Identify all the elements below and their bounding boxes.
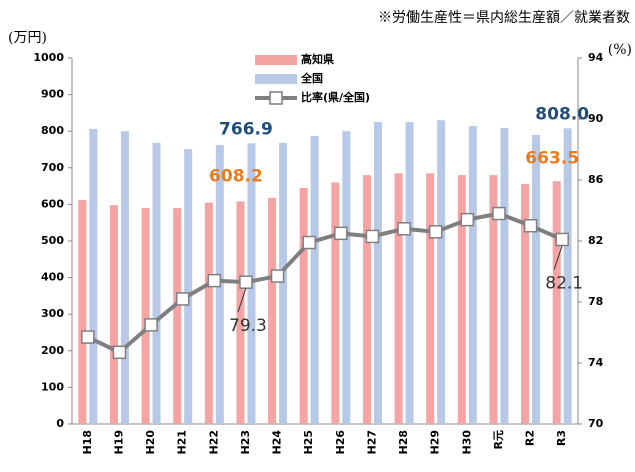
marker	[428, 225, 443, 239]
bar	[173, 208, 182, 424]
legend-marker	[269, 91, 283, 105]
y2-tick-label: 70	[588, 417, 604, 430]
x-tick-label: H24	[271, 430, 284, 455]
x-tick-label: H22	[207, 430, 220, 455]
bar	[78, 200, 87, 424]
y-tick-label: 700	[41, 161, 64, 174]
marker	[175, 292, 190, 306]
x-tick-label: R2	[524, 430, 537, 446]
y-tick-label: 500	[41, 234, 64, 247]
marker	[239, 275, 253, 289]
bar	[521, 183, 530, 424]
marker	[207, 273, 222, 288]
data-label: 766.9	[219, 119, 273, 139]
marker	[144, 318, 158, 332]
marker	[334, 226, 348, 241]
bar	[362, 175, 371, 424]
bar	[405, 122, 414, 425]
bar	[426, 173, 435, 424]
marker	[460, 212, 475, 227]
data-label: 82.1	[545, 273, 583, 293]
y2-tick-label: 90	[588, 112, 604, 125]
leader-line	[237, 288, 247, 313]
bar	[204, 202, 213, 424]
bar	[552, 181, 561, 424]
bar	[500, 127, 509, 424]
bar	[373, 122, 382, 425]
y-axis-label: (万円)	[8, 30, 47, 46]
bar	[468, 126, 477, 425]
y-tick-label: 100	[41, 380, 64, 393]
bar	[563, 128, 572, 424]
bar	[152, 142, 161, 425]
x-tick-label: R3	[555, 430, 568, 446]
marker	[270, 269, 285, 283]
bar	[89, 129, 98, 424]
leader-line	[553, 245, 563, 270]
x-tick-label: H21	[176, 430, 189, 455]
x-tick-label: H26	[334, 430, 347, 455]
marker	[81, 330, 95, 344]
x-tick-label: H30	[460, 430, 473, 455]
y-tick-label: 900	[41, 88, 64, 101]
x-tick-label: H19	[112, 430, 125, 455]
x-tick-label: H28	[397, 430, 410, 455]
x-tick-label: H29	[429, 430, 442, 455]
marker	[365, 229, 380, 244]
marker	[397, 222, 411, 236]
marker	[492, 206, 506, 221]
y-tick-label: 300	[41, 307, 64, 320]
y2-tick-label: 82	[588, 234, 603, 247]
data-label: 608.2	[209, 166, 263, 186]
y2-tick-label: 74	[588, 356, 604, 369]
y2-tick-label: 94	[588, 51, 604, 64]
x-tick-label: H18	[81, 430, 94, 455]
bar	[120, 131, 129, 424]
marker	[523, 219, 538, 233]
legend-swatch	[255, 74, 297, 84]
bar	[109, 205, 118, 424]
y-tick-label: 600	[41, 197, 64, 210]
bar	[437, 120, 446, 424]
marker	[302, 235, 316, 250]
x-tick-label: H27	[365, 430, 378, 455]
legend-swatch	[255, 55, 297, 65]
bar	[268, 197, 277, 424]
x-tick-label: H23	[239, 430, 252, 455]
y2-axis-label: (%)	[608, 42, 632, 58]
bar	[279, 142, 288, 425]
marker	[112, 345, 127, 360]
bar	[299, 187, 308, 424]
chart-title: ※労働生産性＝県内総生産額／就業者数	[378, 10, 630, 26]
bar	[342, 131, 351, 424]
data-label: 663.5	[525, 149, 579, 169]
y-tick-label: 1000	[33, 51, 64, 64]
bar	[141, 208, 150, 424]
bar	[236, 201, 245, 424]
y-tick-label: 800	[41, 124, 64, 137]
y2-tick-label: 78	[588, 295, 603, 308]
y-tick-label: 0	[56, 417, 64, 430]
y2-tick-label: 86	[588, 173, 604, 186]
bar	[184, 149, 193, 424]
x-tick-label: H25	[302, 430, 315, 455]
x-tick-label: R元	[492, 430, 505, 449]
x-tick-label: H20	[144, 430, 157, 455]
bar	[532, 134, 541, 425]
legend-label: 高知県	[301, 52, 334, 66]
bar	[310, 135, 319, 424]
legend-label: 全国	[300, 71, 323, 85]
marker	[555, 232, 569, 247]
bar	[394, 173, 403, 424]
legend-label: 比率(県/全国)	[301, 90, 370, 104]
line	[86, 211, 563, 355]
y-tick-label: 200	[41, 344, 64, 357]
bar	[331, 182, 340, 424]
bar	[457, 175, 466, 424]
data-label: 808.0	[535, 104, 589, 124]
bar	[489, 175, 498, 424]
y-tick-label: 400	[41, 271, 64, 284]
data-label: 79.3	[229, 316, 267, 336]
